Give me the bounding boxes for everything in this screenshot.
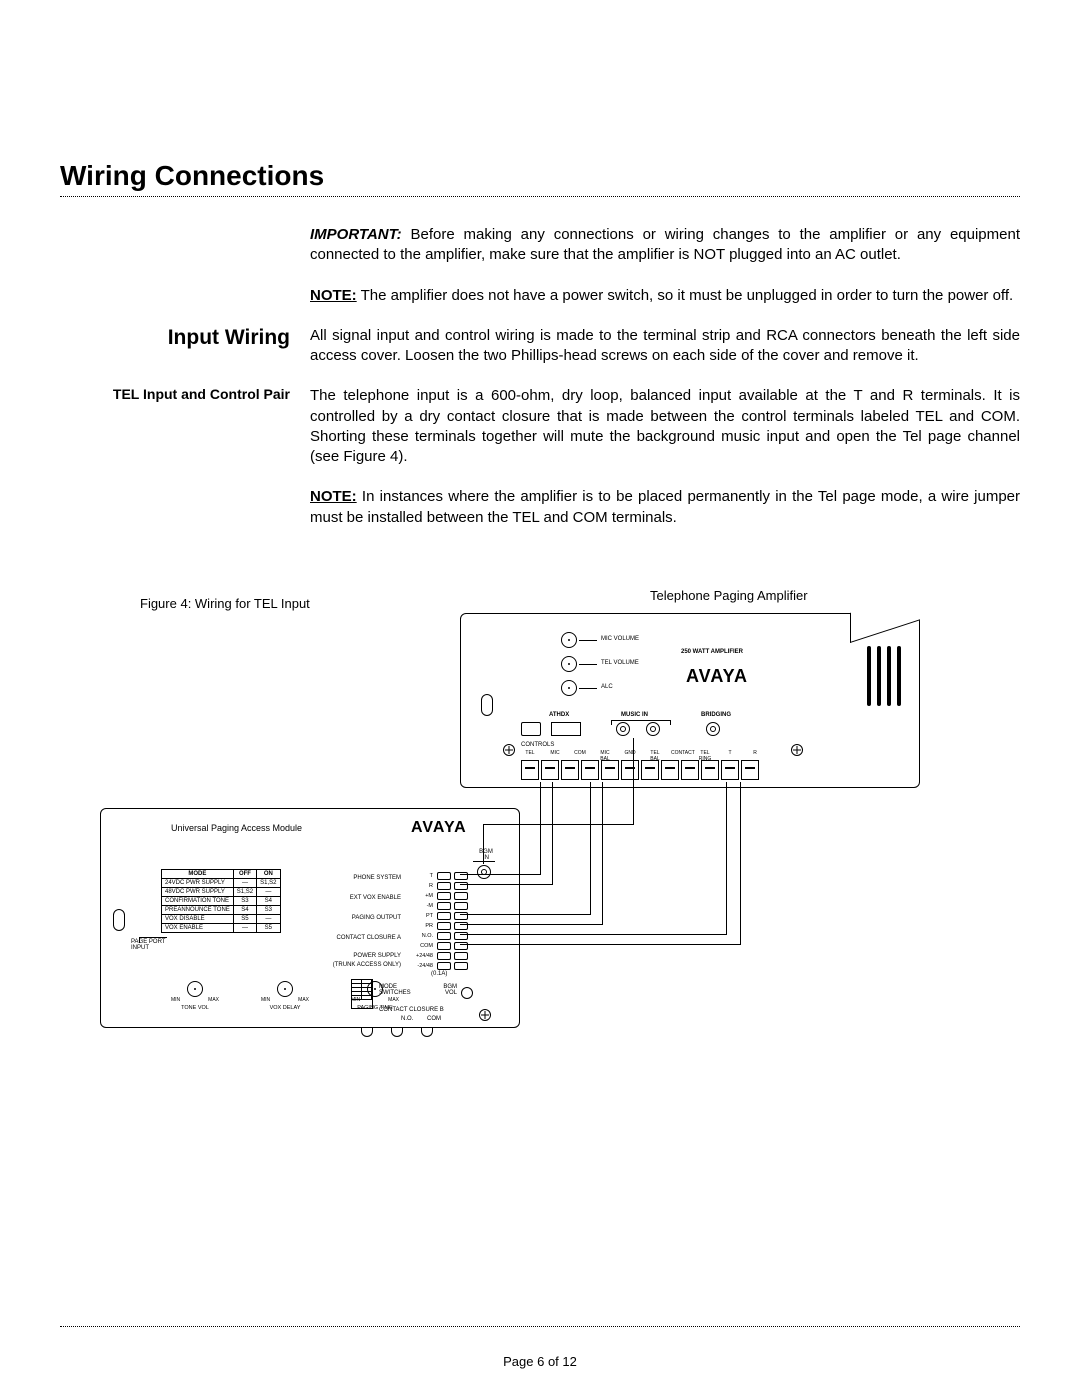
knob-mic bbox=[561, 632, 577, 648]
lbl-contact-b: CONTACT CLOSURE B bbox=[379, 1007, 444, 1014]
lbl-mode-sw: MODE SWITCHES bbox=[379, 984, 419, 997]
logo-amp: AVAYA bbox=[686, 666, 748, 687]
lbl-alc: ALC bbox=[601, 684, 613, 691]
section-title: Wiring Connections bbox=[60, 160, 1020, 192]
lbl-musicin: MUSIC IN bbox=[621, 712, 648, 719]
note2-label: NOTE: bbox=[310, 488, 357, 505]
upam-screw-r bbox=[479, 1009, 491, 1021]
rca-1 bbox=[616, 722, 630, 736]
upam-box: Universal Paging Access Module AVAYA BGM… bbox=[100, 808, 520, 1028]
lbl-controls: CONTROLS bbox=[521, 742, 554, 749]
row-tel: TEL Input and Control Pair The telephone… bbox=[60, 386, 1020, 467]
lbl-ext-vox: EXT VOX ENABLE bbox=[331, 895, 401, 902]
rule-bottom bbox=[60, 1326, 1020, 1327]
important-text: IMPORTANT: Before making any connections… bbox=[310, 225, 1020, 266]
figure-4: Figure 4: Wiring for TEL Input Telephone… bbox=[60, 588, 1020, 1048]
amp-terminals bbox=[521, 760, 759, 780]
upam-port-label: R bbox=[407, 883, 433, 889]
page-number: Page 6 of 12 bbox=[0, 1354, 1080, 1369]
row-inputwiring: Input Wiring All signal input and contro… bbox=[60, 326, 1020, 367]
logo-upam: AVAYA bbox=[411, 819, 467, 837]
input-wiring-head: Input Wiring bbox=[168, 326, 290, 349]
row-note2: NOTE: In instances where the amplifier i… bbox=[60, 487, 1020, 528]
upam-title: Universal Paging Access Module bbox=[171, 823, 302, 833]
upam-port-label: PR bbox=[407, 923, 433, 929]
important-label: IMPORTANT: bbox=[310, 226, 402, 243]
lbl-trunk: (TRUNK ACCESS ONLY) bbox=[321, 962, 401, 969]
note1-label: NOTE: bbox=[310, 287, 357, 304]
lbl-bridging: BRIDGING bbox=[701, 712, 731, 719]
knob-alc bbox=[561, 680, 577, 696]
lbl-athdx: ATHDX bbox=[549, 712, 569, 719]
tel-body: The telephone input is a 600-ohm, dry lo… bbox=[310, 386, 1020, 467]
lbl-com: COM bbox=[427, 1016, 441, 1023]
row-important: IMPORTANT: Before making any connections… bbox=[60, 225, 1020, 266]
lbl-phone-sys: PHONE SYSTEM bbox=[331, 875, 401, 882]
lbl-paging-out: PAGING OUTPUT bbox=[331, 915, 401, 922]
rule-top bbox=[60, 196, 1020, 197]
upam-handle bbox=[113, 909, 125, 931]
upam-port-label: -24/48 bbox=[407, 963, 433, 969]
lbl-01a: (0.1A) bbox=[431, 971, 447, 978]
rca-3 bbox=[706, 722, 720, 736]
upam-knob-label: VOX DELAY bbox=[261, 1005, 309, 1011]
note2-text: NOTE: In instances where the amplifier i… bbox=[310, 487, 1020, 528]
amp-screw-r bbox=[791, 744, 803, 756]
row-note1: NOTE: The amplifier does not have a powe… bbox=[60, 286, 1020, 306]
knob-tel bbox=[561, 656, 577, 672]
lbl-page-port: PAGE PORT INPUT bbox=[131, 939, 171, 952]
upam-mode-table: MODEOFFON 24VDC PWR SUPPLY—S1,S248VDC PW… bbox=[161, 869, 281, 933]
input-wiring-body: All signal input and control wiring is m… bbox=[310, 326, 1020, 367]
lbl-250w: 250 WATT AMPLIFIER bbox=[681, 649, 743, 656]
figure-right-label: Telephone Paging Amplifier bbox=[650, 588, 808, 603]
amp-screw-l bbox=[503, 744, 515, 756]
note1-body: The amplifier does not have a power swit… bbox=[361, 287, 1014, 304]
upam-port-label: +24/48 bbox=[407, 953, 433, 959]
upam-port-label: T bbox=[407, 873, 433, 879]
note2-body: In instances where the amplifier is to b… bbox=[310, 488, 1020, 525]
rca-2 bbox=[646, 722, 660, 736]
amp-jack2 bbox=[551, 722, 581, 736]
upam-knob-label: TONE VOL bbox=[171, 1005, 219, 1011]
bgm-vol-knob bbox=[461, 987, 473, 999]
upam-port-label: +M bbox=[407, 893, 433, 899]
figure-caption: Figure 4: Wiring for TEL Input bbox=[140, 596, 310, 611]
tel-head: TEL Input and Control Pair bbox=[113, 386, 290, 402]
upam-bgm-rca bbox=[477, 865, 491, 879]
lbl-tel-vol: TEL VOLUME bbox=[601, 660, 639, 667]
note1-text: NOTE: The amplifier does not have a powe… bbox=[310, 286, 1020, 306]
important-body: Before making any connections or wiring … bbox=[310, 226, 1020, 263]
lbl-contact-a: CONTACT CLOSURE A bbox=[319, 935, 401, 942]
upam-port-label: COM bbox=[407, 943, 433, 949]
upam-port-label: PT bbox=[407, 913, 433, 919]
upam-port-label: N.O. bbox=[407, 933, 433, 939]
lbl-pwr: POWER SUPPLY bbox=[331, 953, 401, 960]
amp-jack1 bbox=[521, 722, 541, 736]
lbl-mic-vol: MIC VOLUME bbox=[601, 636, 639, 643]
lbl-no: N.O. bbox=[401, 1016, 413, 1023]
page: Wiring Connections IMPORTANT: Before mak… bbox=[0, 0, 1080, 1397]
amp-handle bbox=[481, 694, 493, 716]
dip-switches bbox=[351, 979, 373, 1009]
upam-port-label: -M bbox=[407, 903, 433, 909]
lbl-bgm-vol: BGM VOL bbox=[431, 984, 457, 997]
amplifier-box: MIC VOLUME TEL VOLUME ALC 250 WATT AMPLI… bbox=[460, 613, 920, 788]
